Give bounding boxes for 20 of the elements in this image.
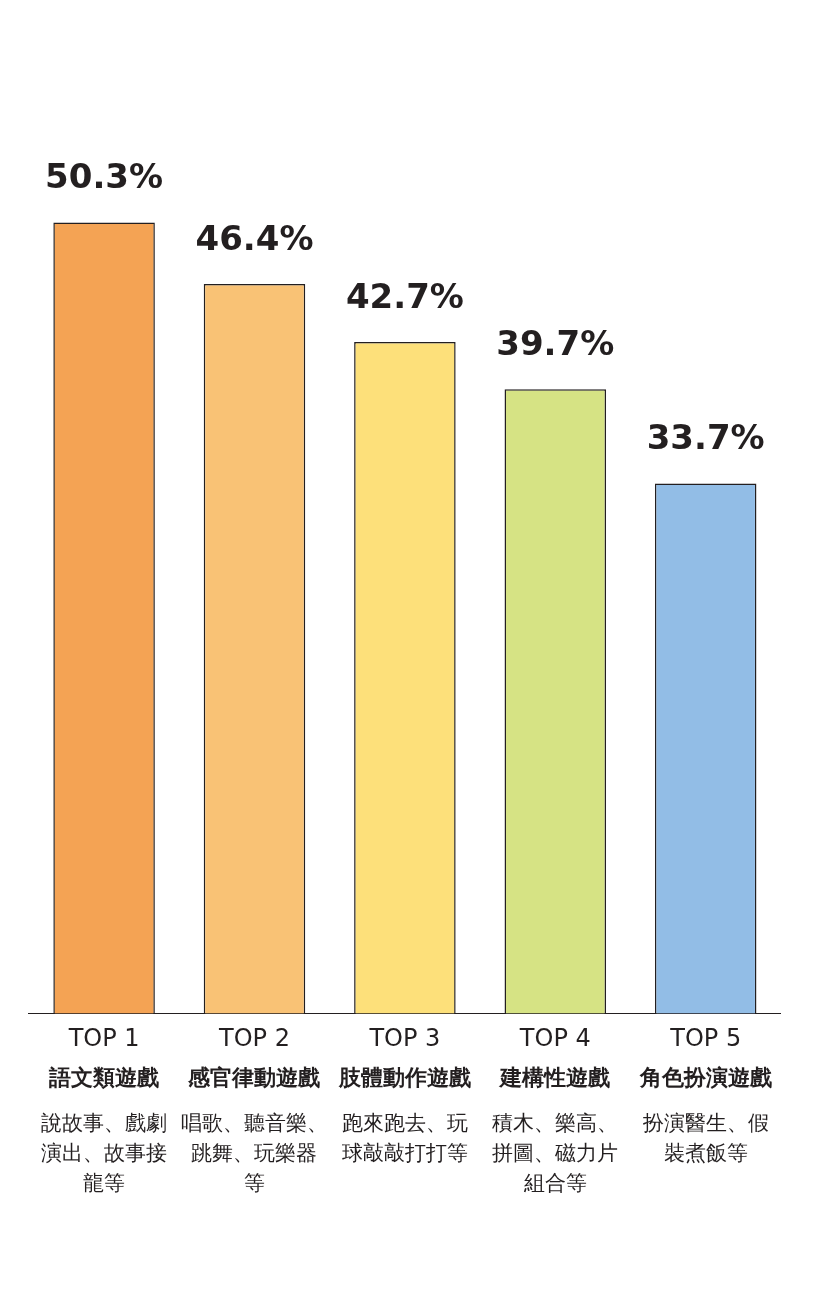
data-label: 39.7% [496, 323, 615, 364]
data-label: 46.4% [195, 217, 314, 258]
text: 積木、樂高、拼圖、磁力片組合等 [492, 1110, 619, 1195]
text: 唱歌、聽音樂、跳舞、玩樂器等 [180, 1110, 328, 1195]
text: 扮演醫生、假裝煮飯等 [641, 1110, 769, 1165]
x-tick-label: 角色扮演遊戲 [638, 1064, 772, 1090]
text: TOP 3 [368, 1023, 441, 1052]
x-tick-label: 感官律動遊戲 [187, 1064, 321, 1090]
text: TOP 5 [669, 1023, 742, 1052]
data-label: 42.7% [345, 275, 464, 316]
x-tick-label: 肢體動作遊戲 [337, 1064, 471, 1090]
data-label: 50.3% [45, 156, 164, 197]
x-tick-label: 建構性遊戲 [498, 1064, 611, 1090]
text: 跑來跑去、玩球敲敲打打等 [341, 1110, 468, 1165]
data-label: 33.7% [646, 417, 765, 458]
text: TOP 1 [67, 1023, 140, 1052]
text: 說故事、戲劇演出、故事接龍等 [41, 1110, 168, 1195]
text: TOP 2 [218, 1023, 290, 1052]
text: TOP 4 [518, 1023, 591, 1052]
x-tick-label: 語文類遊戲 [48, 1064, 160, 1090]
